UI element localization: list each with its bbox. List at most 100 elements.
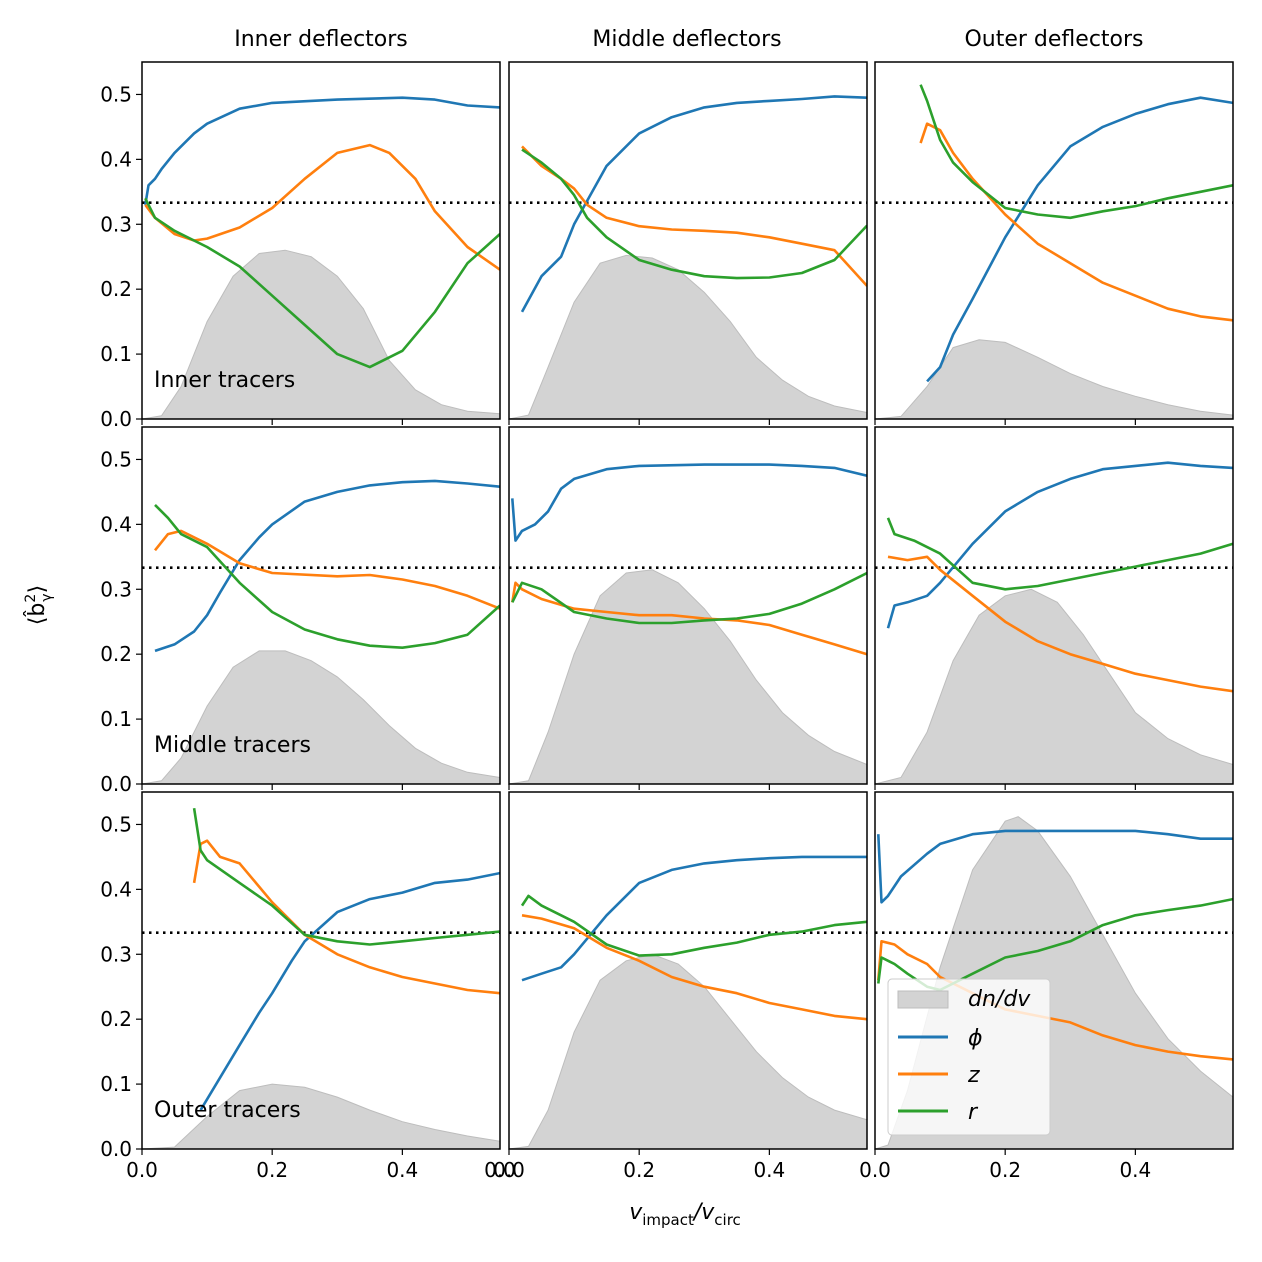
series-line-r — [154, 503, 500, 650]
series-line-phi — [521, 855, 867, 982]
dndv-area — [509, 569, 867, 784]
series-line-phi — [154, 479, 500, 653]
y-tick-label: 0.4 — [100, 877, 132, 901]
series-line-r — [877, 897, 1233, 992]
legend-label-z: z — [967, 1063, 980, 1088]
x-label-slash: /v — [692, 1200, 715, 1225]
x-tick-label: 0.2 — [989, 1158, 1021, 1182]
y-label-sub: γ — [39, 593, 55, 601]
panel-middle-tracers-outer-deflectors — [874, 426, 1234, 790]
y-axis-label: ⟨b̂2γ⟩ — [23, 585, 55, 625]
row-label-inner-tracers: Inner tracers — [154, 368, 295, 393]
series-line-r — [919, 84, 1233, 220]
panel-grid: 0.0 0.1 0.2 0.3 0.4 0.5 Inner tracers 0.0 0.1 0.2… — [100, 61, 1234, 1182]
column-title-outer-deflectors: Outer deflectors — [964, 27, 1143, 52]
y-tick-label: 0.1 — [100, 707, 132, 731]
x-tick-label: 0.2 — [623, 1158, 655, 1182]
y-tick-label: 0.1 — [100, 1072, 132, 1096]
series-line-phi — [511, 463, 867, 542]
panel-outer-tracers-middle-deflectors: 0.0 0.2 0.4 — [493, 791, 868, 1182]
legend-label-r: r — [968, 1100, 979, 1125]
panel-inner-tracers-outer-deflectors — [874, 61, 1234, 425]
x-tick-label: 0.4 — [1119, 1158, 1151, 1182]
y-tick-label: 0.3 — [100, 577, 132, 601]
axes-frame — [141, 791, 501, 1150]
legend-swatch-dndv — [897, 990, 949, 1009]
axes-frame — [141, 426, 501, 785]
x-tick-label: 0.4 — [386, 1158, 418, 1182]
series-line-z — [919, 122, 1233, 322]
series-line-z — [153, 529, 500, 610]
column-title-inner-deflectors: Inner deflectors — [234, 27, 408, 52]
series-line-r — [520, 894, 867, 957]
x-tick-label: 0.4 — [753, 1158, 785, 1182]
axes-frame — [508, 791, 868, 1150]
y-tick-label: 0.5 — [100, 812, 132, 836]
dndv-area — [509, 254, 867, 419]
y-tick-label: 0.4 — [100, 512, 132, 536]
dndv-area — [875, 588, 1233, 784]
x-axis-label: vimpact/vcirc — [629, 1200, 741, 1229]
series-line-r — [144, 197, 500, 369]
dndv-area — [142, 650, 500, 784]
panel-middle-tracers-inner-deflectors: 0.0 0.1 0.2 0.3 0.4 0.5 Middle tracers — [100, 426, 501, 796]
series-line-z — [144, 143, 500, 271]
x-tick-label: 0.0 — [126, 1158, 158, 1182]
panel-inner-tracers-inner-deflectors: 0.0 0.1 0.2 0.3 0.4 0.5 Inner tracers — [100, 61, 501, 431]
y-tick-label: 0.3 — [100, 942, 132, 966]
x-tick-label: 0.0 — [484, 1158, 516, 1182]
series-line-r — [886, 517, 1233, 591]
row-label-outer-tracers: Outer tracers — [154, 1098, 301, 1123]
y-tick-label: 0.3 — [100, 212, 132, 236]
axes-frame — [141, 61, 501, 420]
panel-middle-tracers-middle-deflectors — [508, 426, 868, 790]
axes-frame — [874, 61, 1234, 420]
y-tick-label: 0.5 — [100, 447, 132, 471]
y-tick-label: 0.2 — [100, 277, 132, 301]
panel-inner-tracers-middle-deflectors — [508, 61, 868, 425]
series-line-phi — [926, 96, 1233, 383]
svg-text:⟨b̂2γ⟩: ⟨b̂2γ⟩ — [23, 585, 55, 625]
series-line-phi — [886, 461, 1233, 629]
y-tick-label: 0.0 — [100, 407, 132, 431]
dndv-area — [142, 1083, 500, 1149]
dndv-area — [142, 249, 500, 419]
series-line-phi — [520, 95, 867, 313]
series-line-r — [511, 571, 867, 625]
y-tick-label: 0.2 — [100, 642, 132, 666]
y-tick-label: 0.0 — [100, 772, 132, 796]
y-tick-label: 0.2 — [100, 1007, 132, 1031]
series-line-z — [511, 581, 867, 656]
x-tick-label: 0.0 — [493, 1158, 525, 1182]
series-line-z — [521, 914, 867, 1021]
x-label-sub-impact: impact — [642, 1211, 694, 1229]
axes-frame — [508, 426, 868, 785]
legend-frame — [887, 978, 1051, 1136]
row-label-middle-tracers: Middle tracers — [154, 733, 311, 758]
axes-frame — [508, 61, 868, 420]
series-line-r — [192, 808, 500, 946]
dndv-area — [509, 953, 867, 1149]
column-title-middle-deflectors: Middle deflectors — [592, 27, 781, 52]
legend-label-dndv: dn/dv — [968, 987, 1031, 1012]
x-tick-label: 0.2 — [256, 1158, 288, 1182]
y-label-sup: 2 — [23, 594, 39, 603]
axes-frame — [874, 426, 1234, 785]
series-line-phi — [877, 829, 1233, 904]
legend: dn/dv ϕ z r — [887, 978, 1051, 1136]
series-line-z — [521, 145, 867, 287]
x-label-sub-circ: circ — [714, 1211, 741, 1229]
series-line-z — [887, 555, 1233, 693]
axes-frame — [874, 791, 1234, 1150]
y-label-close: ⟩ — [25, 585, 50, 594]
y-tick-label: 0.1 — [100, 342, 132, 366]
x-tick-label: 0.0 — [859, 1158, 891, 1182]
y-tick-label: 0.4 — [100, 147, 132, 171]
series-line-z — [192, 839, 500, 995]
legend-label-phi: ϕ — [968, 1026, 983, 1051]
series-line-phi — [199, 871, 500, 1111]
series-line-r — [521, 148, 867, 280]
y-tick-label: 0.5 — [100, 82, 132, 106]
